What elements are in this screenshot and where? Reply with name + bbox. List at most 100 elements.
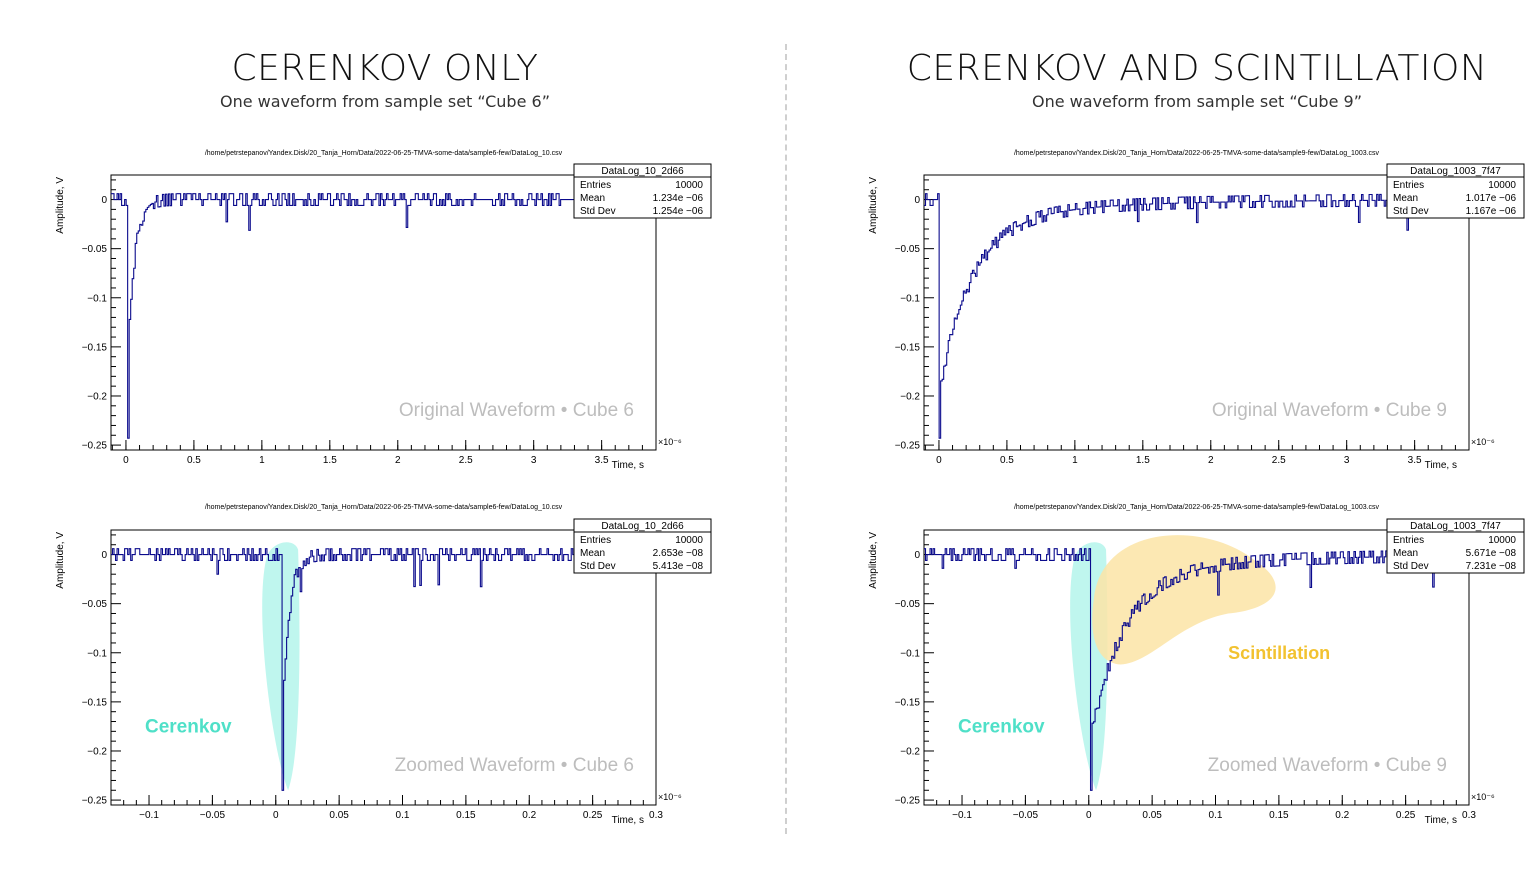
waveform-trace [924, 193, 1469, 439]
chart-3: /home/petrstepanov/Yandex.Disk/20_Tanja_… [55, 504, 712, 826]
y-tick-label: −0.25 [895, 441, 921, 452]
x-tick-label: 2.5 [459, 455, 473, 466]
y-tick-label: −0.15 [82, 697, 108, 708]
x-tick-label: 0.15 [1269, 810, 1289, 821]
stats-title: DataLog_1003_7f47 [1410, 166, 1501, 177]
stats-row-label: Entries [1393, 180, 1424, 191]
stats-row-value: 5.413e −08 [653, 561, 704, 572]
y-tick-label: −0.1 [900, 648, 920, 659]
waveform-watermark: Original Waveform • Cube 9 [1212, 400, 1447, 421]
waveform-trace [924, 548, 1469, 791]
x-tick-label: 0 [1086, 810, 1092, 821]
y-tick-label: −0.2 [900, 746, 920, 757]
stats-row-value: 2.653e −08 [653, 548, 704, 559]
x-tick-label: 3 [1344, 455, 1350, 466]
x-tick-label: 0.25 [583, 810, 603, 821]
x-exponent-label: ×10⁻⁶ [1471, 792, 1495, 802]
chart-2: /home/petrstepanov/Yandex.Disk/20_Tanja_… [868, 150, 1525, 471]
x-tick-label: 0.3 [649, 810, 663, 821]
chart-1: /home/petrstepanov/Yandex.Disk/20_Tanja_… [55, 150, 712, 471]
stats-row-label: Entries [1393, 535, 1424, 546]
x-tick-label: 3 [531, 455, 537, 466]
waveform-watermark: Zoomed Waveform • Cube 6 [395, 755, 634, 776]
y-tick-label: −0.2 [87, 391, 107, 402]
x-tick-label: −0.05 [200, 810, 226, 821]
x-tick-label: 0.05 [1142, 810, 1162, 821]
y-tick-label: −0.05 [82, 244, 108, 255]
stats-row-label: Std Dev [1393, 206, 1429, 217]
stats-box [1386, 518, 1525, 574]
x-tick-label: 0.05 [329, 810, 349, 821]
chart-4: /home/petrstepanov/Yandex.Disk/20_Tanja_… [868, 504, 1525, 826]
x-axis-label: Time, s [612, 460, 644, 471]
y-axis-label: Amplitude, V [55, 532, 66, 589]
plot-frame [110, 174, 657, 451]
y-tick-label: −0.15 [895, 342, 921, 353]
stats-row-label: Mean [1393, 193, 1418, 204]
x-tick-label: 0.1 [396, 810, 410, 821]
x-axis-label: Time, s [1425, 815, 1457, 826]
left-subtitle: One waveform from sample set “Cube 6” [220, 92, 550, 111]
y-tick-label: −0.1 [87, 648, 107, 659]
y-tick-label: −0.2 [87, 746, 107, 757]
x-tick-label: 1.5 [1136, 455, 1150, 466]
stats-row-value: 1.167e −06 [1466, 206, 1517, 217]
stats-row-label: Mean [580, 193, 605, 204]
x-exponent-label: ×10⁻⁶ [658, 437, 682, 447]
y-axis-label: Amplitude, V [55, 177, 66, 234]
file-path-title: /home/petrstepanov/Yandex.Disk/20_Tanja_… [205, 504, 563, 511]
plot-frame [923, 174, 1470, 451]
y-axis-label: Amplitude, V [868, 532, 879, 589]
x-tick-label: 3.5 [595, 455, 609, 466]
x-tick-label: −0.05 [1013, 810, 1039, 821]
x-tick-label: −0.1 [952, 810, 972, 821]
file-path-title: /home/petrstepanov/Yandex.Disk/20_Tanja_… [1014, 504, 1380, 511]
x-tick-label: 1 [259, 455, 265, 466]
left-title: CERENKOV ONLY [231, 48, 539, 89]
stats-box [1386, 163, 1525, 219]
x-tick-label: 0.15 [456, 810, 476, 821]
stats-title: DataLog_10_2d66 [601, 166, 684, 177]
x-tick-label: 0.25 [1396, 810, 1416, 821]
x-tick-label: 1.5 [323, 455, 337, 466]
stats-row-value: 10000 [1488, 180, 1516, 191]
file-path-title: /home/petrstepanov/Yandex.Disk/20_Tanja_… [1014, 150, 1380, 157]
x-axis-label: Time, s [612, 815, 644, 826]
cerenkov-label: Cerenkov [145, 716, 232, 737]
waveform-trace [111, 548, 656, 791]
y-tick-label: 0 [101, 195, 107, 206]
y-tick-label: 0 [101, 550, 107, 561]
stats-title: DataLog_1003_7f47 [1410, 521, 1501, 532]
y-axis-label: Amplitude, V [868, 177, 879, 234]
stats-row-label: Entries [580, 180, 611, 191]
stats-row-label: Std Dev [580, 561, 616, 572]
stats-row-value: 10000 [675, 180, 703, 191]
y-tick-label: −0.05 [895, 244, 921, 255]
stats-row-label: Mean [1393, 548, 1418, 559]
x-tick-label: 0.2 [1335, 810, 1349, 821]
x-tick-label: 0.5 [187, 455, 201, 466]
y-tick-label: 0 [914, 550, 920, 561]
stats-row-label: Std Dev [1393, 561, 1429, 572]
plot-frame [110, 529, 657, 806]
stats-row-value: 10000 [1488, 535, 1516, 546]
y-tick-label: 0 [914, 195, 920, 206]
y-tick-label: −0.15 [82, 342, 108, 353]
x-exponent-label: ×10⁻⁶ [1471, 437, 1495, 447]
cerenkov-highlight [262, 542, 300, 791]
y-tick-label: −0.25 [82, 796, 108, 807]
y-tick-label: −0.15 [895, 697, 921, 708]
stats-row-value: 10000 [675, 535, 703, 546]
x-tick-label: 2 [1208, 455, 1214, 466]
x-tick-label: 2.5 [1272, 455, 1286, 466]
x-tick-label: 0.2 [522, 810, 536, 821]
stats-row-label: Entries [580, 535, 611, 546]
stats-row-value: 1.234e −06 [653, 193, 704, 204]
x-tick-label: 0 [273, 810, 279, 821]
file-path-title: /home/petrstepanov/Yandex.Disk/20_Tanja_… [205, 150, 563, 157]
y-tick-label: −0.2 [900, 391, 920, 402]
stats-row-value: 7.231e −08 [1466, 561, 1517, 572]
x-axis-label: Time, s [1425, 460, 1457, 471]
waveform-watermark: Original Waveform • Cube 6 [399, 400, 634, 421]
right-title: CERENKOV AND SCINTILLATION [906, 48, 1488, 89]
